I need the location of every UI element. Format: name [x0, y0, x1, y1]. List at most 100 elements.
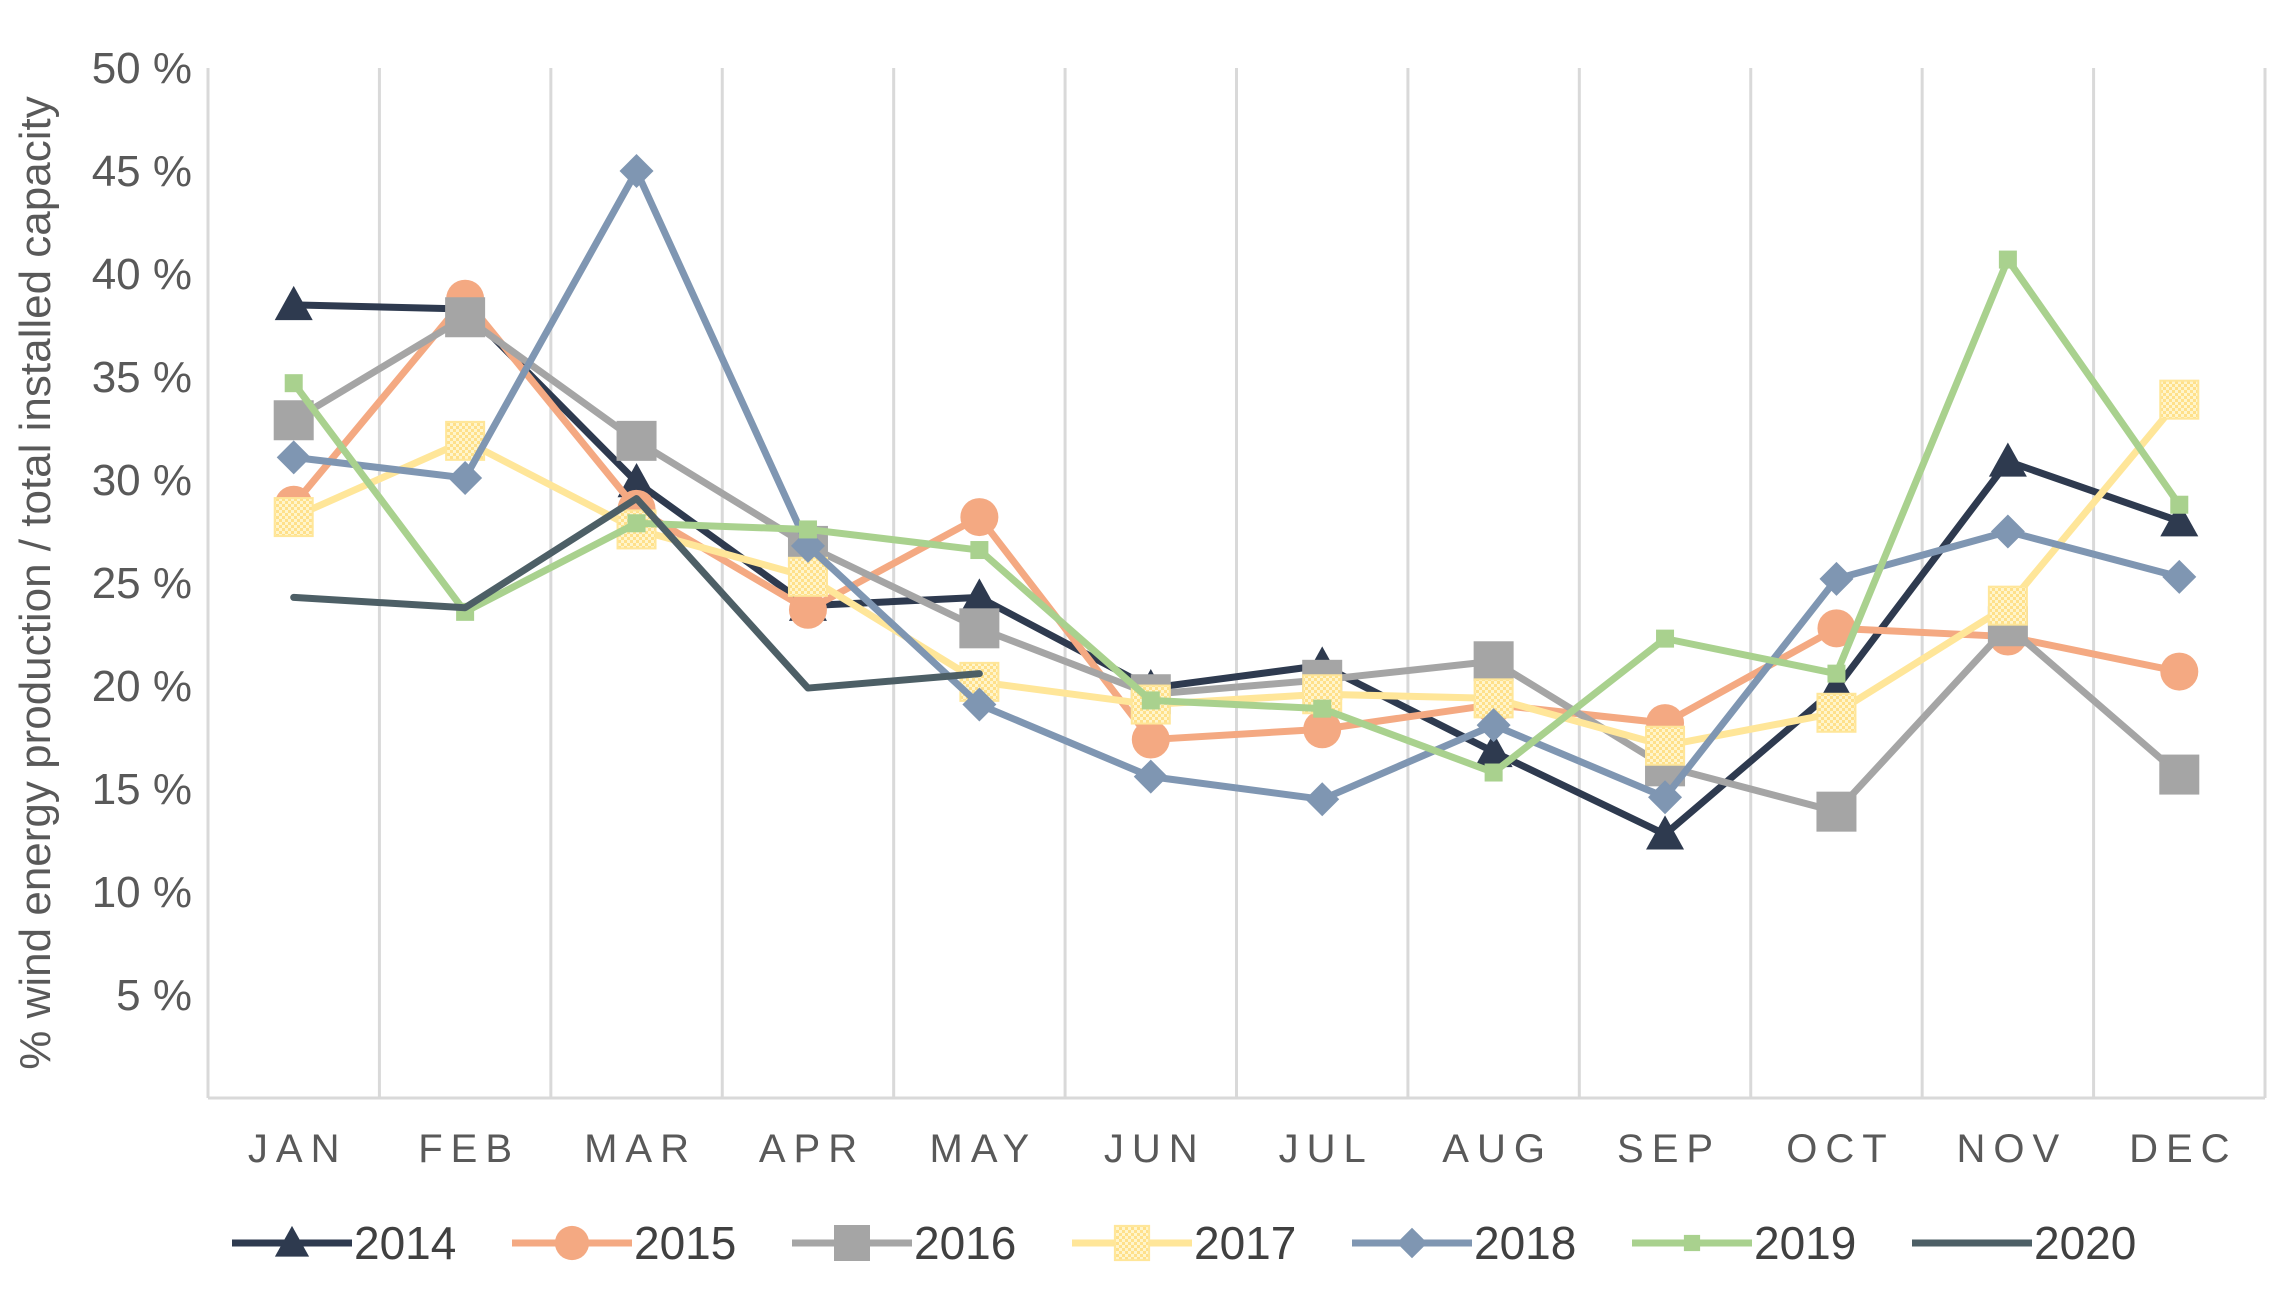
legend-label: 2015: [634, 1217, 736, 1269]
series-lines: [273, 154, 2200, 850]
data-point: [2170, 495, 2189, 514]
data-point: [798, 520, 817, 539]
data-point: [1474, 732, 1513, 768]
legend: 2014 2015 2016 2017 2018 2019 2020: [232, 1217, 2136, 1269]
series-line: [290, 167, 2183, 803]
data-point: [2159, 754, 2200, 795]
data-point: [1484, 763, 1503, 782]
legend-marker: [554, 1225, 590, 1261]
data-point: [1476, 708, 1511, 743]
x-tick-label: JUN: [1104, 1127, 1206, 1171]
y-tick-label: 5 %: [116, 971, 192, 1020]
data-point: [627, 514, 646, 533]
legend-label: 2017: [1194, 1217, 1296, 1269]
x-tick-label: AUG: [1442, 1127, 1553, 1171]
data-point: [1646, 815, 1685, 850]
y-tick-label: 45 %: [92, 147, 192, 196]
x-tick-label: SEP: [1617, 1127, 1721, 1171]
series-line: [290, 295, 2183, 744]
legend-item-2020: 2020: [1912, 1217, 2136, 1269]
data-point: [1473, 641, 1514, 682]
data-point: [1827, 664, 1846, 683]
legend-marker: [1683, 1234, 1701, 1252]
y-axis-label: % wind energy production / total install…: [11, 96, 60, 1069]
legend-marker: [1113, 1224, 1151, 1262]
data-point: [959, 608, 1000, 649]
data-point: [960, 498, 999, 537]
y-tick-label: 25 %: [92, 559, 192, 608]
y-tick-label: 20 %: [92, 662, 192, 711]
data-point: [1305, 782, 1340, 817]
x-tick-label: MAR: [584, 1127, 697, 1171]
data-point: [960, 578, 999, 613]
data-point: [1133, 759, 1168, 794]
series-2020: [290, 495, 983, 692]
data-point: [1645, 725, 1686, 766]
data-point: [617, 463, 656, 498]
data-point: [1656, 629, 1675, 648]
y-tick-label: 10 %: [92, 868, 192, 917]
legend-label: 2016: [914, 1217, 1016, 1269]
data-point: [2160, 502, 2199, 537]
series-line: [290, 495, 983, 692]
data-point: [1816, 692, 1857, 733]
data-point: [1990, 514, 2025, 549]
x-tick-label: MAY: [930, 1127, 1038, 1171]
data-point: [448, 460, 483, 495]
legend-label: 2020: [2034, 1217, 2136, 1269]
series-line: [290, 301, 2183, 838]
data-point: [970, 541, 989, 560]
data-point: [1648, 780, 1683, 815]
series-2016: [273, 297, 2200, 832]
data-point: [1131, 720, 1170, 759]
data-point: [1141, 691, 1160, 710]
legend-label: 2019: [1754, 1217, 1856, 1269]
legend-item-2018: 2018: [1352, 1217, 1576, 1269]
axes: 5 % 10 % 15 % 20 % 25 % 30 % 35 % 40 % 45 % 50 % J…: [92, 44, 2265, 1171]
series-line: [290, 313, 2183, 816]
series-2015: [274, 279, 2199, 759]
y-tick-label: 30 %: [92, 456, 192, 505]
data-point: [616, 420, 657, 461]
x-tick-label: DEC: [2129, 1127, 2237, 1171]
data-point: [273, 400, 314, 441]
gridlines: [206, 68, 2267, 1098]
data-point: [1819, 561, 1854, 596]
legend-label: 2018: [1474, 1217, 1576, 1269]
data-point: [274, 285, 313, 321]
legend-marker: [834, 1225, 870, 1261]
x-tick-label: NOV: [1957, 1127, 2068, 1171]
y-tick-label: 40 %: [92, 250, 192, 299]
legend-item-2014: 2014: [232, 1217, 456, 1269]
legend-item-2017: 2017: [1072, 1217, 1296, 1269]
data-point: [788, 590, 827, 629]
data-point: [1817, 609, 1856, 648]
legend-item-2016: 2016: [792, 1217, 1016, 1269]
data-point: [284, 374, 303, 393]
legend-item-2019: 2019: [1632, 1217, 1856, 1269]
legend-marker: [274, 1225, 310, 1257]
x-tick-label: FEB: [418, 1127, 520, 1171]
legend-label: 2014: [354, 1217, 456, 1269]
data-point: [1303, 710, 1342, 749]
series-2018: [276, 154, 2197, 817]
data-point: [1313, 699, 1332, 718]
data-point: [2159, 379, 2200, 420]
data-point: [787, 556, 828, 597]
y-tick-label: 50 %: [92, 44, 192, 93]
data-point: [1816, 791, 1857, 832]
x-tick-label: APR: [759, 1127, 865, 1171]
legend-marker: [1396, 1227, 1428, 1259]
data-point: [1988, 442, 2027, 477]
data-point: [445, 297, 486, 338]
data-point: [1998, 250, 2017, 269]
series-2019: [284, 250, 2189, 782]
data-point: [273, 497, 314, 538]
y-tick-label: 35 %: [92, 353, 192, 402]
series-line: [290, 256, 2183, 777]
x-tick-label: JAN: [248, 1127, 348, 1171]
data-point: [1987, 585, 2028, 626]
x-tick-label: JUL: [1279, 1127, 1374, 1171]
x-tick-label: OCT: [1786, 1127, 1894, 1171]
